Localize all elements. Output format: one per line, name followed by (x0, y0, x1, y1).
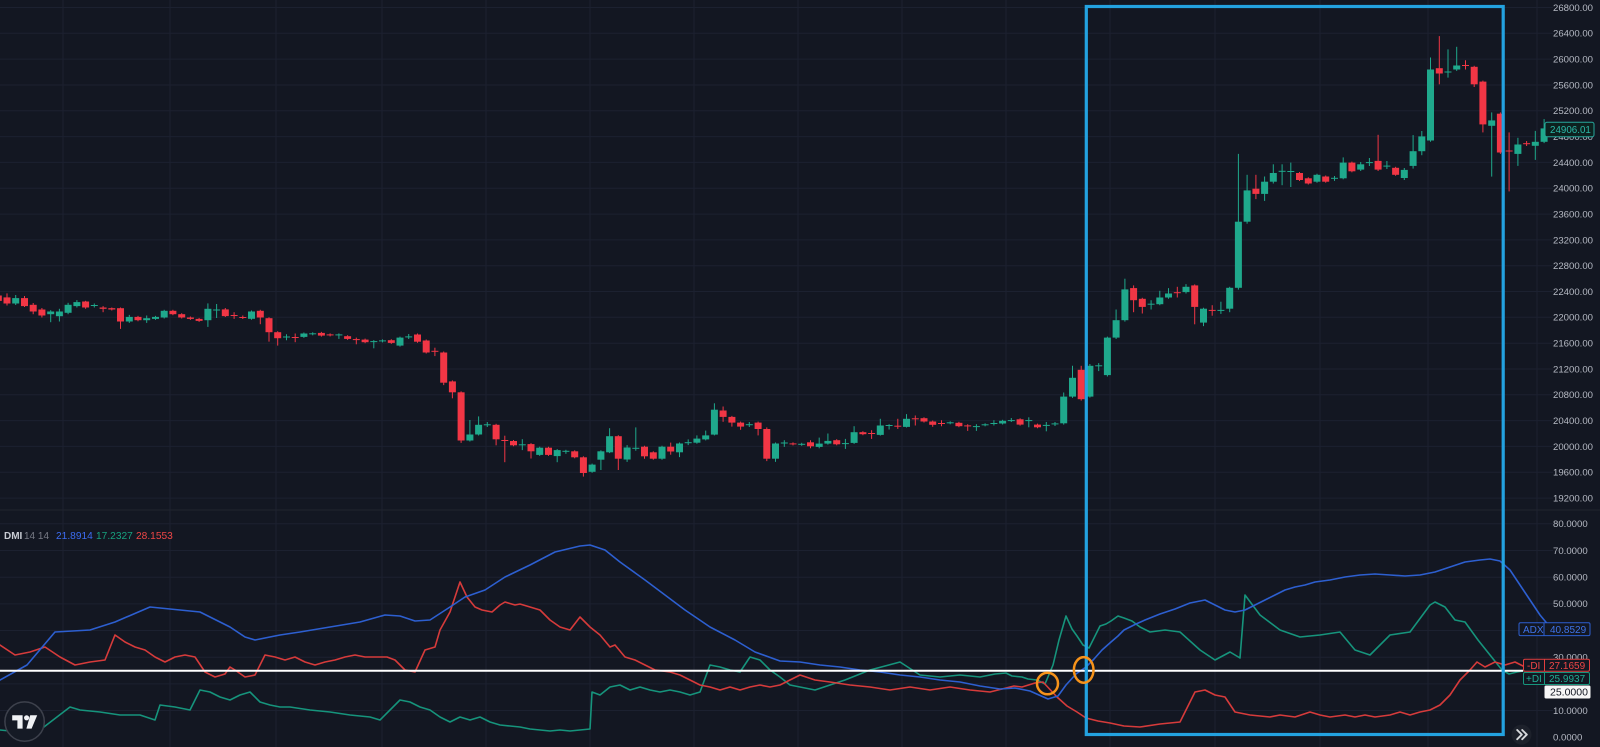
svg-text:30.0000: 30.0000 (1553, 653, 1588, 664)
svg-text:24000.00: 24000.00 (1553, 184, 1593, 195)
svg-text:21.8914: 21.8914 (56, 531, 93, 542)
svg-text:25.9937: 25.9937 (1549, 674, 1586, 685)
svg-text:+DI: +DI (1526, 674, 1542, 685)
svg-text:20800.00: 20800.00 (1553, 390, 1593, 401)
svg-text:26000.00: 26000.00 (1553, 55, 1593, 66)
svg-text:25200.00: 25200.00 (1553, 106, 1593, 117)
svg-text:20000.00: 20000.00 (1553, 442, 1593, 453)
svg-text:25.0000: 25.0000 (1550, 687, 1588, 699)
svg-text:-DI: -DI (1527, 661, 1540, 672)
svg-text:DMI: DMI (4, 531, 23, 542)
svg-text:26800.00: 26800.00 (1553, 3, 1593, 14)
svg-text:22400.00: 22400.00 (1553, 287, 1593, 298)
svg-text:60.0000: 60.0000 (1553, 573, 1588, 584)
svg-text:21200.00: 21200.00 (1553, 364, 1593, 375)
svg-text:70.0000: 70.0000 (1553, 546, 1588, 557)
svg-text:22000.00: 22000.00 (1553, 313, 1593, 324)
svg-text:40.8529: 40.8529 (1550, 625, 1587, 636)
svg-text:24800.00: 24800.00 (1553, 132, 1593, 143)
svg-text:17.2327: 17.2327 (96, 531, 133, 542)
svg-text:19200.00: 19200.00 (1553, 494, 1593, 505)
svg-text:22800.00: 22800.00 (1553, 261, 1593, 272)
svg-text:80.0000: 80.0000 (1553, 519, 1588, 530)
svg-text:21600.00: 21600.00 (1553, 339, 1593, 350)
svg-text:26400.00: 26400.00 (1553, 29, 1593, 40)
svg-text:24906.01: 24906.01 (1550, 125, 1591, 136)
svg-text:10.0000: 10.0000 (1553, 706, 1588, 717)
svg-text:50.0000: 50.0000 (1553, 599, 1588, 610)
svg-text:14 14: 14 14 (24, 531, 49, 542)
svg-text:23200.00: 23200.00 (1553, 235, 1593, 246)
svg-text:0.0000: 0.0000 (1553, 733, 1582, 744)
svg-text:28.1553: 28.1553 (136, 531, 173, 542)
svg-text:24400.00: 24400.00 (1553, 158, 1593, 169)
svg-text:19600.00: 19600.00 (1553, 468, 1593, 479)
svg-text:20400.00: 20400.00 (1553, 416, 1593, 427)
svg-text:23600.00: 23600.00 (1553, 210, 1593, 221)
svg-text:ADX: ADX (1523, 625, 1544, 636)
svg-text:25600.00: 25600.00 (1553, 80, 1593, 91)
svg-text:27.1659: 27.1659 (1549, 661, 1586, 672)
